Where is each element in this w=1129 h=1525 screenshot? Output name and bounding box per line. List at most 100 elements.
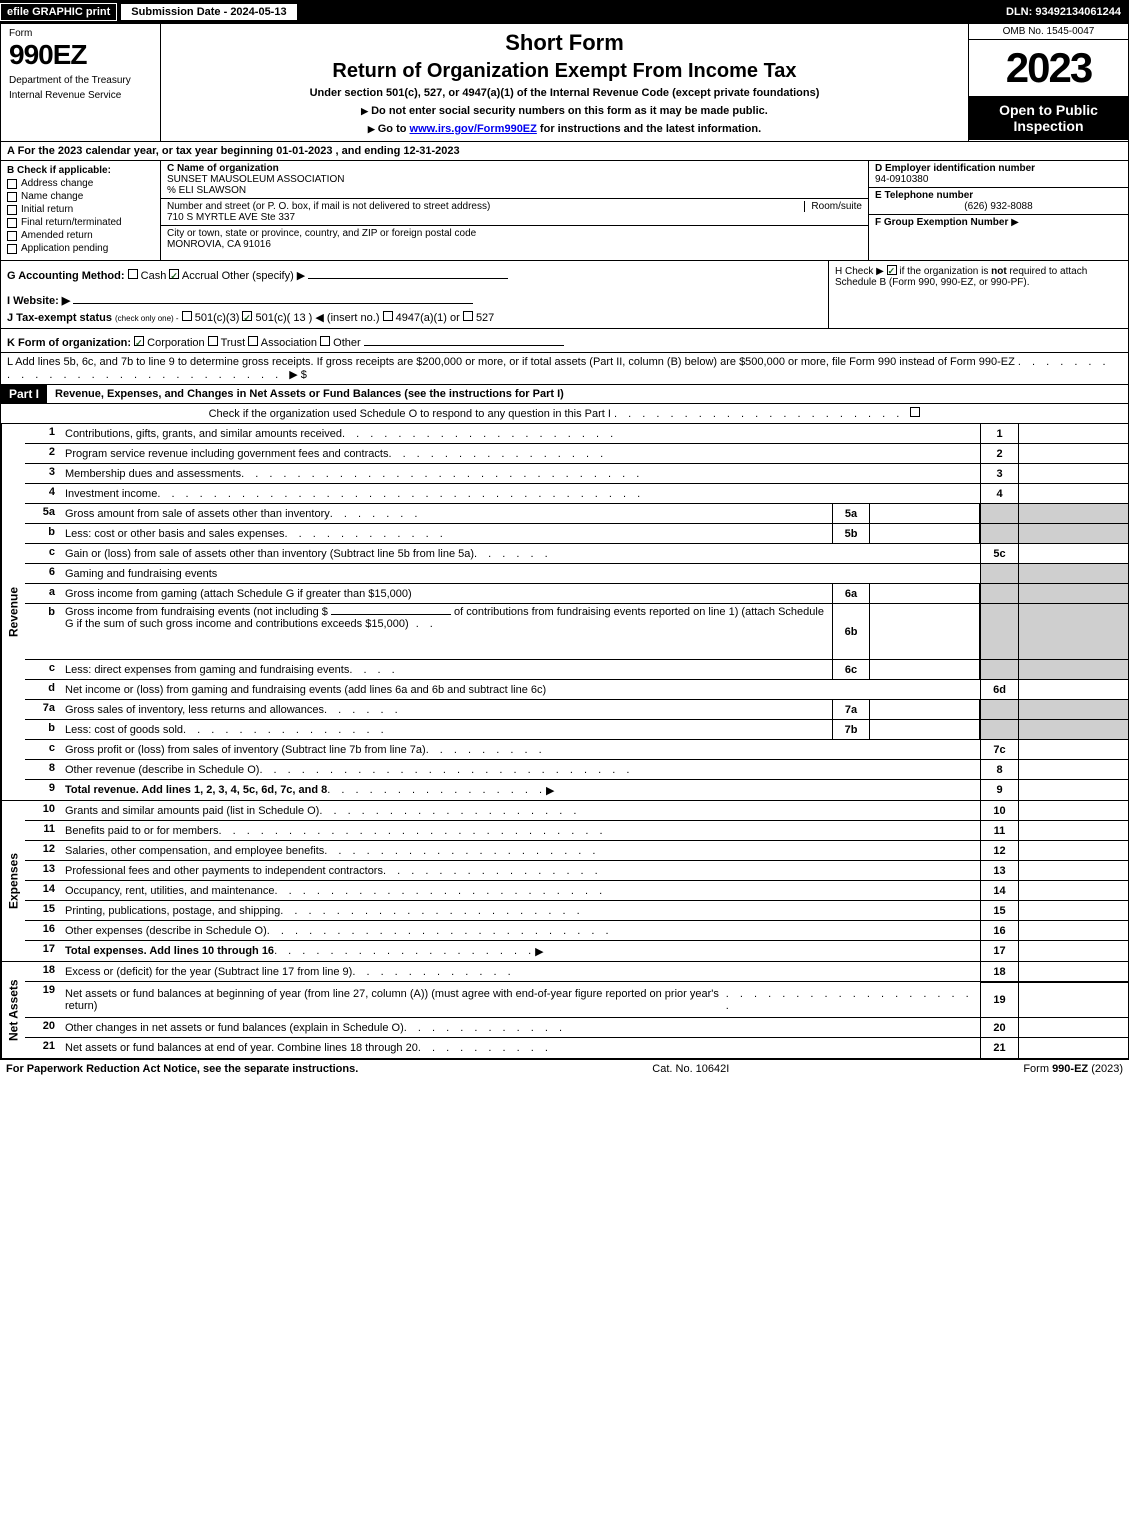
line-1: 1Contributions, gifts, grants, and simil… bbox=[25, 424, 1128, 444]
section-b: B Check if applicable: Address change Na… bbox=[1, 161, 161, 260]
d-label: D Employer identification number bbox=[875, 163, 1122, 174]
section-k: K Form of organization: Corporation Trus… bbox=[0, 329, 1129, 353]
checkbox-icon[interactable] bbox=[7, 205, 17, 215]
checkbox-icon[interactable] bbox=[182, 311, 192, 321]
street-row: Number and street (or P. O. box, if mail… bbox=[161, 199, 868, 226]
part1-check: Check if the organization used Schedule … bbox=[0, 404, 1129, 424]
irs-link[interactable]: www.irs.gov/Form990EZ bbox=[410, 123, 537, 135]
revenue-section: Revenue 1Contributions, gifts, grants, a… bbox=[0, 424, 1129, 801]
section-def: D Employer identification number 94-0910… bbox=[868, 161, 1128, 260]
checkbox-icon[interactable] bbox=[463, 311, 473, 321]
top-bar: efile GRAPHIC print Submission Date - 20… bbox=[0, 0, 1129, 24]
footer: For Paperwork Reduction Act Notice, see … bbox=[0, 1059, 1129, 1078]
line-4: 4Investment income . . . . . . . . . . .… bbox=[25, 484, 1128, 504]
checkbox-icon[interactable] bbox=[383, 311, 393, 321]
line-5c: cGain or (loss) from sale of assets othe… bbox=[25, 544, 1128, 564]
c-name-label: C Name of organization bbox=[167, 163, 862, 174]
line-21: 21Net assets or fund balances at end of … bbox=[25, 1038, 1128, 1058]
ghi-left: G Accounting Method: Cash Accrual Other … bbox=[1, 261, 828, 328]
line-6c: cLess: direct expenses from gaming and f… bbox=[25, 660, 1128, 680]
line-7a: 7aGross sales of inventory, less returns… bbox=[25, 700, 1128, 720]
form-label: Form bbox=[9, 28, 152, 39]
checkbox-icon[interactable] bbox=[169, 269, 179, 279]
org-name-row: C Name of organization SUNSET MAUSOLEUM … bbox=[161, 161, 868, 199]
open-public: Open to Public Inspection bbox=[969, 96, 1128, 140]
checkbox-icon[interactable] bbox=[910, 407, 920, 417]
g-label: G Accounting Method: bbox=[7, 270, 125, 282]
form-header: Form 990EZ Department of the Treasury In… bbox=[0, 24, 1129, 142]
line-9: 9Total revenue. Add lines 1, 2, 3, 4, 5c… bbox=[25, 780, 1128, 800]
city-row: City or town, state or province, country… bbox=[161, 226, 868, 252]
checkbox-icon[interactable] bbox=[320, 336, 330, 346]
org-name: SUNSET MAUSOLEUM ASSOCIATION bbox=[167, 174, 862, 185]
line-5b: bLess: cost or other basis and sales exp… bbox=[25, 524, 1128, 544]
checkbox-icon[interactable] bbox=[248, 336, 258, 346]
website-field[interactable] bbox=[73, 290, 473, 304]
checkbox-icon[interactable] bbox=[887, 265, 897, 275]
l-arrow: ▶ $ bbox=[289, 369, 307, 381]
other-specify-field[interactable] bbox=[308, 265, 508, 279]
j-small: (check only one) - bbox=[115, 314, 179, 323]
line-8: 8Other revenue (describe in Schedule O) … bbox=[25, 760, 1128, 780]
line-15: 15Printing, publications, postage, and s… bbox=[25, 901, 1128, 921]
checkbox-icon[interactable] bbox=[7, 244, 17, 254]
line-14: 14Occupancy, rent, utilities, and mainte… bbox=[25, 881, 1128, 901]
line-3: 3Membership dues and assessments . . . .… bbox=[25, 464, 1128, 484]
netassets-table: 18Excess or (deficit) for the year (Subt… bbox=[25, 962, 1128, 1058]
ssn-warning: Do not enter social security numbers on … bbox=[167, 105, 962, 117]
section-g: G Accounting Method: Cash Accrual Other … bbox=[7, 265, 822, 282]
j-label: J Tax-exempt status bbox=[7, 312, 112, 324]
k-label: K Form of organization: bbox=[7, 337, 131, 349]
footer-right: Form 990-EZ (2023) bbox=[1023, 1063, 1123, 1075]
line-7b: bLess: cost of goods sold . . . . . . . … bbox=[25, 720, 1128, 740]
checkbox-icon[interactable] bbox=[7, 231, 17, 241]
line-11: 11Benefits paid to or for members . . . … bbox=[25, 821, 1128, 841]
other-org-field[interactable] bbox=[364, 332, 564, 346]
footer-left: For Paperwork Reduction Act Notice, see … bbox=[6, 1063, 358, 1075]
f-label: F Group Exemption Number bbox=[875, 217, 1008, 228]
phone-value: (626) 932-8088 bbox=[875, 201, 1122, 212]
cb-name: Name change bbox=[7, 191, 154, 202]
cb-initial: Initial return bbox=[7, 204, 154, 215]
checkbox-icon[interactable] bbox=[242, 311, 252, 321]
line-10: 10Grants and similar amounts paid (list … bbox=[25, 801, 1128, 821]
care-of: % ELI SLAWSON bbox=[167, 185, 862, 196]
section-i: I Website: ▶ bbox=[7, 290, 822, 307]
section-f: F Group Exemption Number ▶ bbox=[869, 215, 1128, 230]
line-20: 20Other changes in net assets or fund ba… bbox=[25, 1018, 1128, 1038]
line-13: 13Professional fees and other payments t… bbox=[25, 861, 1128, 881]
checkbox-icon[interactable] bbox=[7, 179, 17, 189]
part1-title: Revenue, Expenses, and Changes in Net As… bbox=[55, 388, 564, 400]
e-label: E Telephone number bbox=[875, 190, 1122, 201]
checkbox-icon[interactable] bbox=[208, 336, 218, 346]
goto-suffix: for instructions and the latest informat… bbox=[537, 123, 761, 135]
omb-number: OMB No. 1545-0047 bbox=[969, 24, 1128, 40]
efile-label: efile GRAPHIC print bbox=[0, 3, 117, 21]
revenue-label: Revenue bbox=[1, 424, 25, 800]
i-label: I Website: ▶ bbox=[7, 295, 70, 307]
line-6d: dNet income or (loss) from gaming and fu… bbox=[25, 680, 1128, 700]
expenses-table: 10Grants and similar amounts paid (list … bbox=[25, 801, 1128, 961]
tax-year: 2023 bbox=[969, 40, 1128, 96]
section-h: H Check ▶ if the organization is not req… bbox=[828, 261, 1128, 328]
line-6b: bGross income from fundraising events (n… bbox=[25, 604, 1128, 660]
checkbox-icon[interactable] bbox=[134, 336, 144, 346]
line-18: 18Excess or (deficit) for the year (Subt… bbox=[25, 962, 1128, 982]
part1-label: Part I bbox=[1, 385, 47, 403]
header-left: Form 990EZ Department of the Treasury In… bbox=[1, 24, 161, 141]
f-arrow: ▶ bbox=[1011, 217, 1019, 228]
street-value: 710 S MYRTLE AVE Ste 337 bbox=[167, 212, 862, 223]
expenses-label: Expenses bbox=[1, 801, 25, 961]
checkbox-icon[interactable] bbox=[7, 218, 17, 228]
submission-date: Submission Date - 2024-05-13 bbox=[121, 4, 296, 20]
cb-pending: Application pending bbox=[7, 243, 154, 254]
checkbox-icon[interactable] bbox=[7, 192, 17, 202]
section-l: L Add lines 5b, 6c, and 7b to line 9 to … bbox=[0, 353, 1129, 385]
expenses-section: Expenses 10Grants and similar amounts pa… bbox=[0, 801, 1129, 962]
netassets-label: Net Assets bbox=[1, 962, 25, 1058]
checkbox-icon[interactable] bbox=[128, 269, 138, 279]
line-16: 16Other expenses (describe in Schedule O… bbox=[25, 921, 1128, 941]
ein-value: 94-0910380 bbox=[875, 174, 1122, 185]
street-label: Number and street (or P. O. box, if mail… bbox=[167, 201, 490, 212]
short-form-title: Short Form bbox=[167, 30, 962, 56]
